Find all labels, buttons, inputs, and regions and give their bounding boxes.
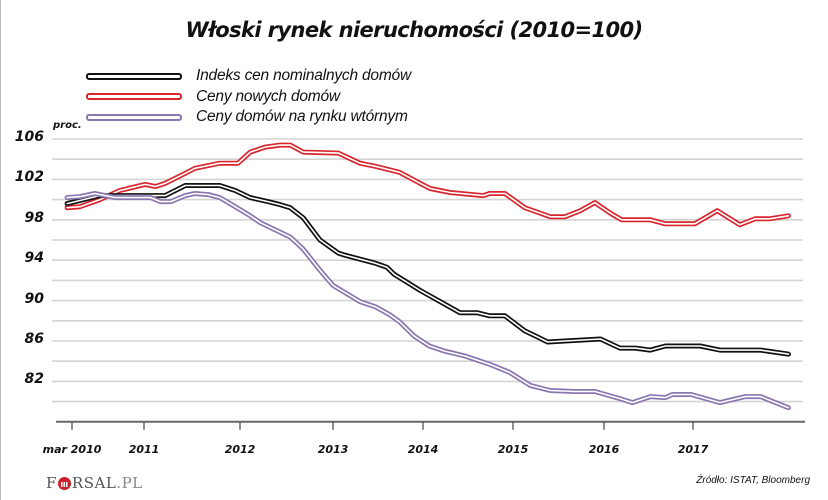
x-tick-label: 2016 — [588, 443, 620, 456]
series-line-0 — [64, 183, 791, 357]
x-tick-label: 2014 — [407, 443, 439, 456]
y-tick-label: 90 — [24, 290, 44, 307]
y-tick-label: 106 — [14, 129, 44, 145]
x-tick-label: 2011 — [128, 443, 160, 456]
legend-label-new-homes: Ceny nowych domów — [196, 87, 340, 105]
legend-label-nominal: Indeks cen nominalnych domów — [196, 67, 411, 85]
gridlines — [52, 138, 803, 403]
legend-item-new-homes: Ceny nowych domów — [86, 87, 411, 108]
source-note: Źródło: ISTAT, Bloomberg — [696, 475, 810, 486]
chart-title: Włoski rynek nieruchomości (2010=100) — [185, 18, 643, 42]
data-lines — [64, 142, 791, 411]
logo-prefix: F — [46, 474, 57, 492]
forsal-logo: F RSAL .PL — [46, 474, 143, 492]
y-tick-label: 102 — [14, 169, 44, 186]
y-tick-label: 98 — [24, 209, 44, 226]
x-tick-label: mar 2010 — [42, 443, 102, 456]
x-tick-label: 2015 — [497, 443, 529, 456]
legend-swatch-new-homes — [86, 93, 182, 101]
x-tick-label: 2013 — [317, 443, 349, 456]
logo-suffix: RSAL — [71, 474, 117, 492]
x-tick-label: 2012 — [224, 443, 256, 456]
x-tick-label: 2017 — [677, 443, 709, 456]
y-tick-label: 94 — [24, 250, 44, 267]
legend-swatch-nominal — [86, 72, 182, 80]
y-tick-label: 86 — [24, 331, 44, 347]
logo-chart-icon — [57, 476, 71, 490]
y-axis-unit-label: proc. — [53, 120, 82, 131]
legend-swatch-secondary-market — [86, 113, 182, 121]
series-line-2 — [64, 191, 791, 411]
x-axis — [56, 420, 805, 430]
series-line-1 — [64, 142, 791, 228]
logo-domain: .PL — [116, 474, 143, 492]
legend-item-nominal: Indeks cen nominalnych domów — [86, 66, 411, 87]
legend: Indeks cen nominalnych domów Ceny nowych… — [86, 66, 411, 128]
legend-item-secondary-market: Ceny domów na rynku wtórnym — [86, 107, 411, 128]
y-tick-label: 82 — [24, 371, 44, 388]
legend-label-secondary-market: Ceny domów na rynku wtórnym — [196, 108, 408, 126]
